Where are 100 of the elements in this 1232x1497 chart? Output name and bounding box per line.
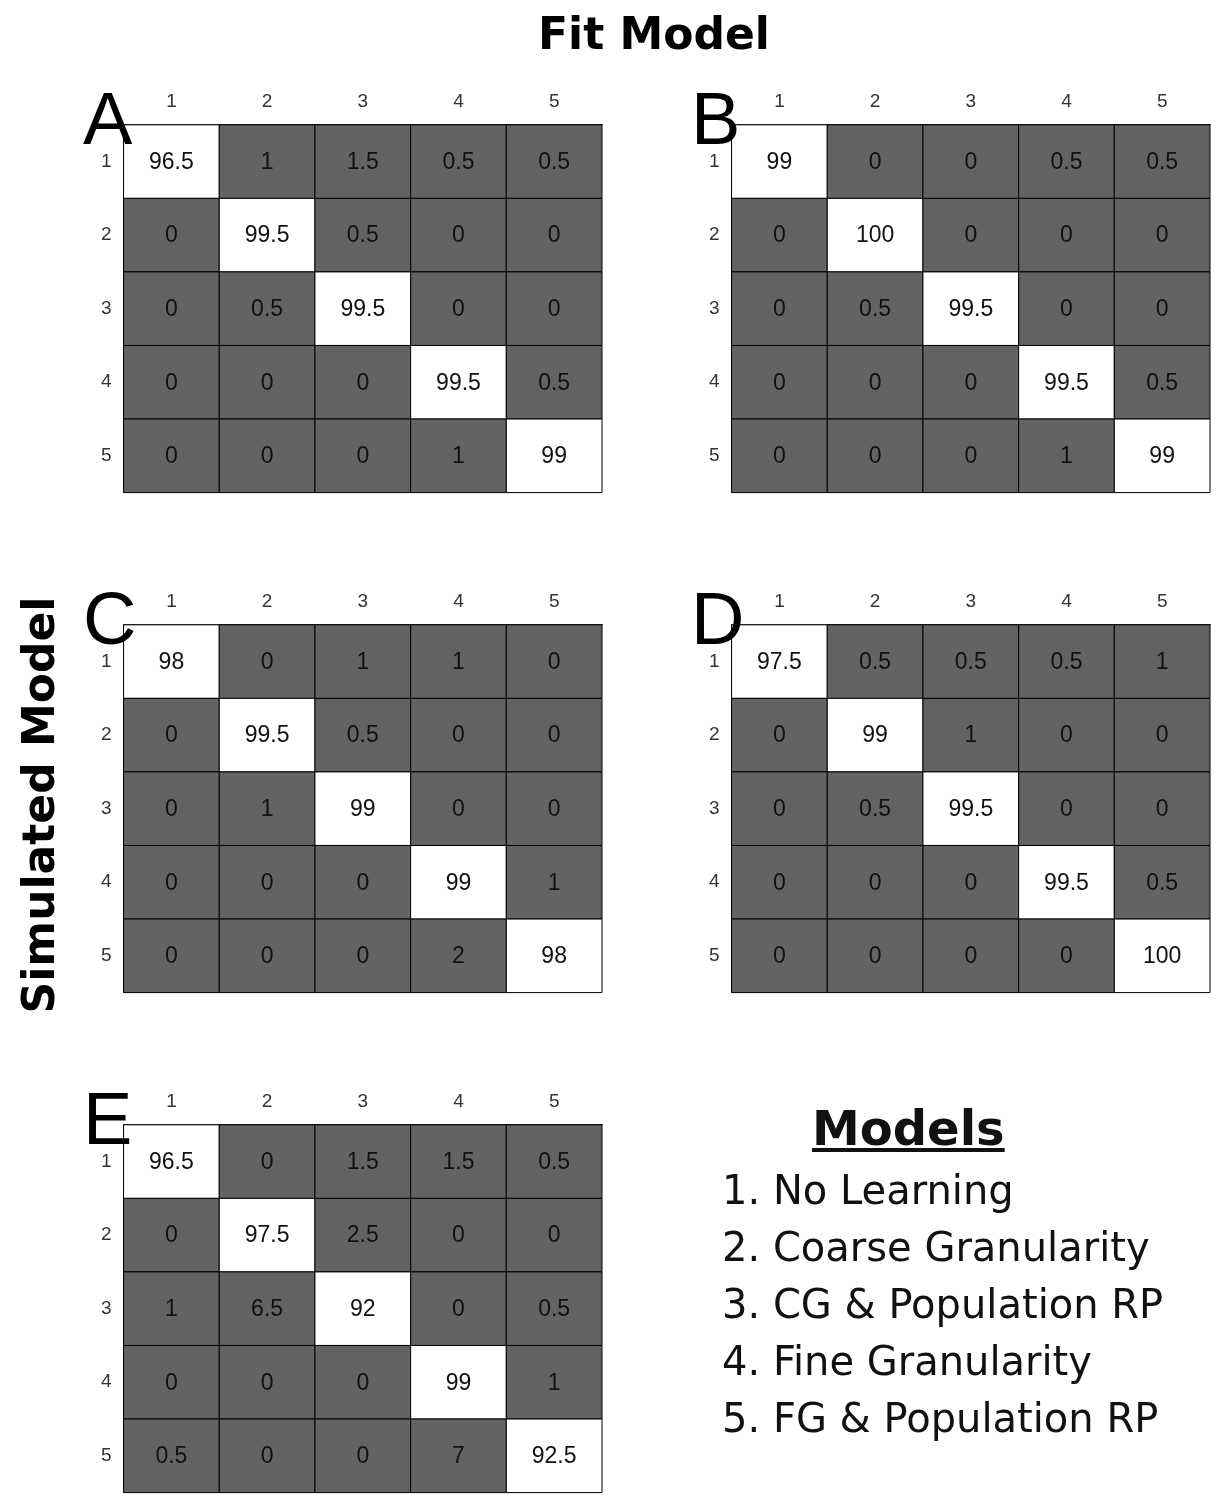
data-label: 0 xyxy=(165,721,178,748)
data-label: 0 xyxy=(1060,795,1073,822)
data-label: 0 xyxy=(165,442,178,469)
data-label: 0 xyxy=(260,1147,274,1174)
x-tick-label: 5 xyxy=(1156,589,1168,611)
text: 1. No Learning xyxy=(722,1166,1015,1215)
x-tick-label: 4 xyxy=(453,1089,465,1111)
data-label: 0 xyxy=(868,442,882,469)
data-label: 0 xyxy=(165,868,178,895)
data-label: 99 xyxy=(349,795,376,822)
y-tick-label: 5 xyxy=(708,944,720,966)
data-label: 0 xyxy=(165,942,178,969)
data-label: 7 xyxy=(452,1442,465,1469)
x-tick-label: 3 xyxy=(357,1089,369,1111)
y-tick-label: 3 xyxy=(708,296,720,318)
data-label: 1.5 xyxy=(442,1147,475,1174)
data-label: 0.5 xyxy=(1146,368,1179,395)
data-label: 0.5 xyxy=(859,795,892,822)
x-tick-label: 4 xyxy=(1061,589,1073,611)
y-tick-label: 2 xyxy=(708,223,720,245)
text: 4. Fine Granularity xyxy=(722,1337,1093,1386)
x-tick-label: 4 xyxy=(453,589,465,611)
x-tick-label: 1 xyxy=(774,89,785,111)
data-label: 0 xyxy=(260,868,274,895)
data-label: 92 xyxy=(349,1295,376,1322)
data-label: 1 xyxy=(1060,442,1073,469)
text: 2. Coarse Granularity xyxy=(722,1223,1151,1272)
data-label: 0.5 xyxy=(155,1442,188,1469)
data-label: 0 xyxy=(1155,295,1169,322)
data-label: 0 xyxy=(547,1221,561,1248)
data-label: 99.5 xyxy=(948,795,994,822)
data-label: 0.5 xyxy=(538,1295,571,1322)
data-label: 0 xyxy=(547,295,561,322)
data-label: 99.5 xyxy=(1044,868,1089,895)
data-label: 0.5 xyxy=(1050,647,1083,674)
data-label: 0 xyxy=(964,942,978,969)
data-label: 99 xyxy=(445,1368,472,1395)
data-label: 0 xyxy=(260,647,274,674)
data-label: 99.5 xyxy=(340,295,386,322)
data-label: 0.5 xyxy=(1146,147,1179,174)
data-label: 99.5 xyxy=(1044,368,1089,395)
data-label: 0 xyxy=(868,368,882,395)
data-label: 0 xyxy=(773,721,786,748)
data-label: 99.5 xyxy=(244,721,290,748)
x-axis-title: Fit Model xyxy=(538,8,770,59)
data-label: 0 xyxy=(964,442,978,469)
data-label: 0 xyxy=(1060,942,1073,969)
x-tick-label: 1 xyxy=(166,89,177,111)
y-tick-label: 2 xyxy=(100,223,112,245)
data-label: 0 xyxy=(165,368,178,395)
y-tick-label: 2 xyxy=(708,723,720,745)
data-label: 0 xyxy=(773,221,786,248)
data-label: 0 xyxy=(773,295,786,322)
x-tick-label: 5 xyxy=(548,89,560,111)
data-label: 0 xyxy=(260,1442,274,1469)
data-label: 0.5 xyxy=(442,147,475,174)
data-label: 0 xyxy=(547,795,561,822)
data-label: 0 xyxy=(452,1221,465,1248)
data-label: 0 xyxy=(356,1368,370,1395)
data-label: 0.5 xyxy=(538,368,571,395)
data-label: 0 xyxy=(868,147,882,174)
data-label: 0 xyxy=(1060,221,1073,248)
x-tick-label: 5 xyxy=(548,1089,560,1111)
x-tick-label: 1 xyxy=(166,1089,177,1111)
y-tick-label: 3 xyxy=(100,1296,112,1318)
data-label: 0.5 xyxy=(954,647,987,674)
data-label: 97.5 xyxy=(244,1221,290,1248)
data-label: 0 xyxy=(773,368,786,395)
data-label: 2 xyxy=(452,942,465,969)
data-label: 0.5 xyxy=(859,647,892,674)
x-tick-label: 4 xyxy=(453,89,465,111)
data-label: 1 xyxy=(547,1368,561,1395)
data-label: 0 xyxy=(1155,221,1169,248)
data-label: 1 xyxy=(1155,647,1169,674)
data-label: 100 xyxy=(1142,942,1182,969)
data-label: 0 xyxy=(356,368,370,395)
x-tick-label: 4 xyxy=(1061,89,1073,111)
data-label: 99 xyxy=(541,442,567,469)
data-label: 0 xyxy=(452,721,465,748)
data-label: 0.5 xyxy=(538,147,571,174)
data-label: 0.5 xyxy=(1050,147,1083,174)
y-axis-title: Simulated Model xyxy=(12,596,64,1014)
y-tick-label: 5 xyxy=(708,444,720,466)
data-label: 99.5 xyxy=(244,221,290,248)
data-label: 100 xyxy=(855,221,895,248)
data-label: 98 xyxy=(541,942,567,969)
data-label: 0 xyxy=(452,295,465,322)
data-label: 0 xyxy=(260,368,274,395)
text: Models xyxy=(812,1100,1006,1156)
data-label: 2.5 xyxy=(346,1221,379,1248)
data-label: 99.5 xyxy=(948,295,994,322)
data-label: 0 xyxy=(452,795,465,822)
data-label: 0 xyxy=(356,442,370,469)
data-label: 1 xyxy=(260,795,274,822)
data-label: 0 xyxy=(547,647,561,674)
data-label: 0 xyxy=(1155,795,1169,822)
data-label: 0.5 xyxy=(346,221,379,248)
data-label: 1.5 xyxy=(346,147,379,174)
data-label: 6.5 xyxy=(251,1295,284,1322)
y-tick-label: 2 xyxy=(100,723,112,745)
